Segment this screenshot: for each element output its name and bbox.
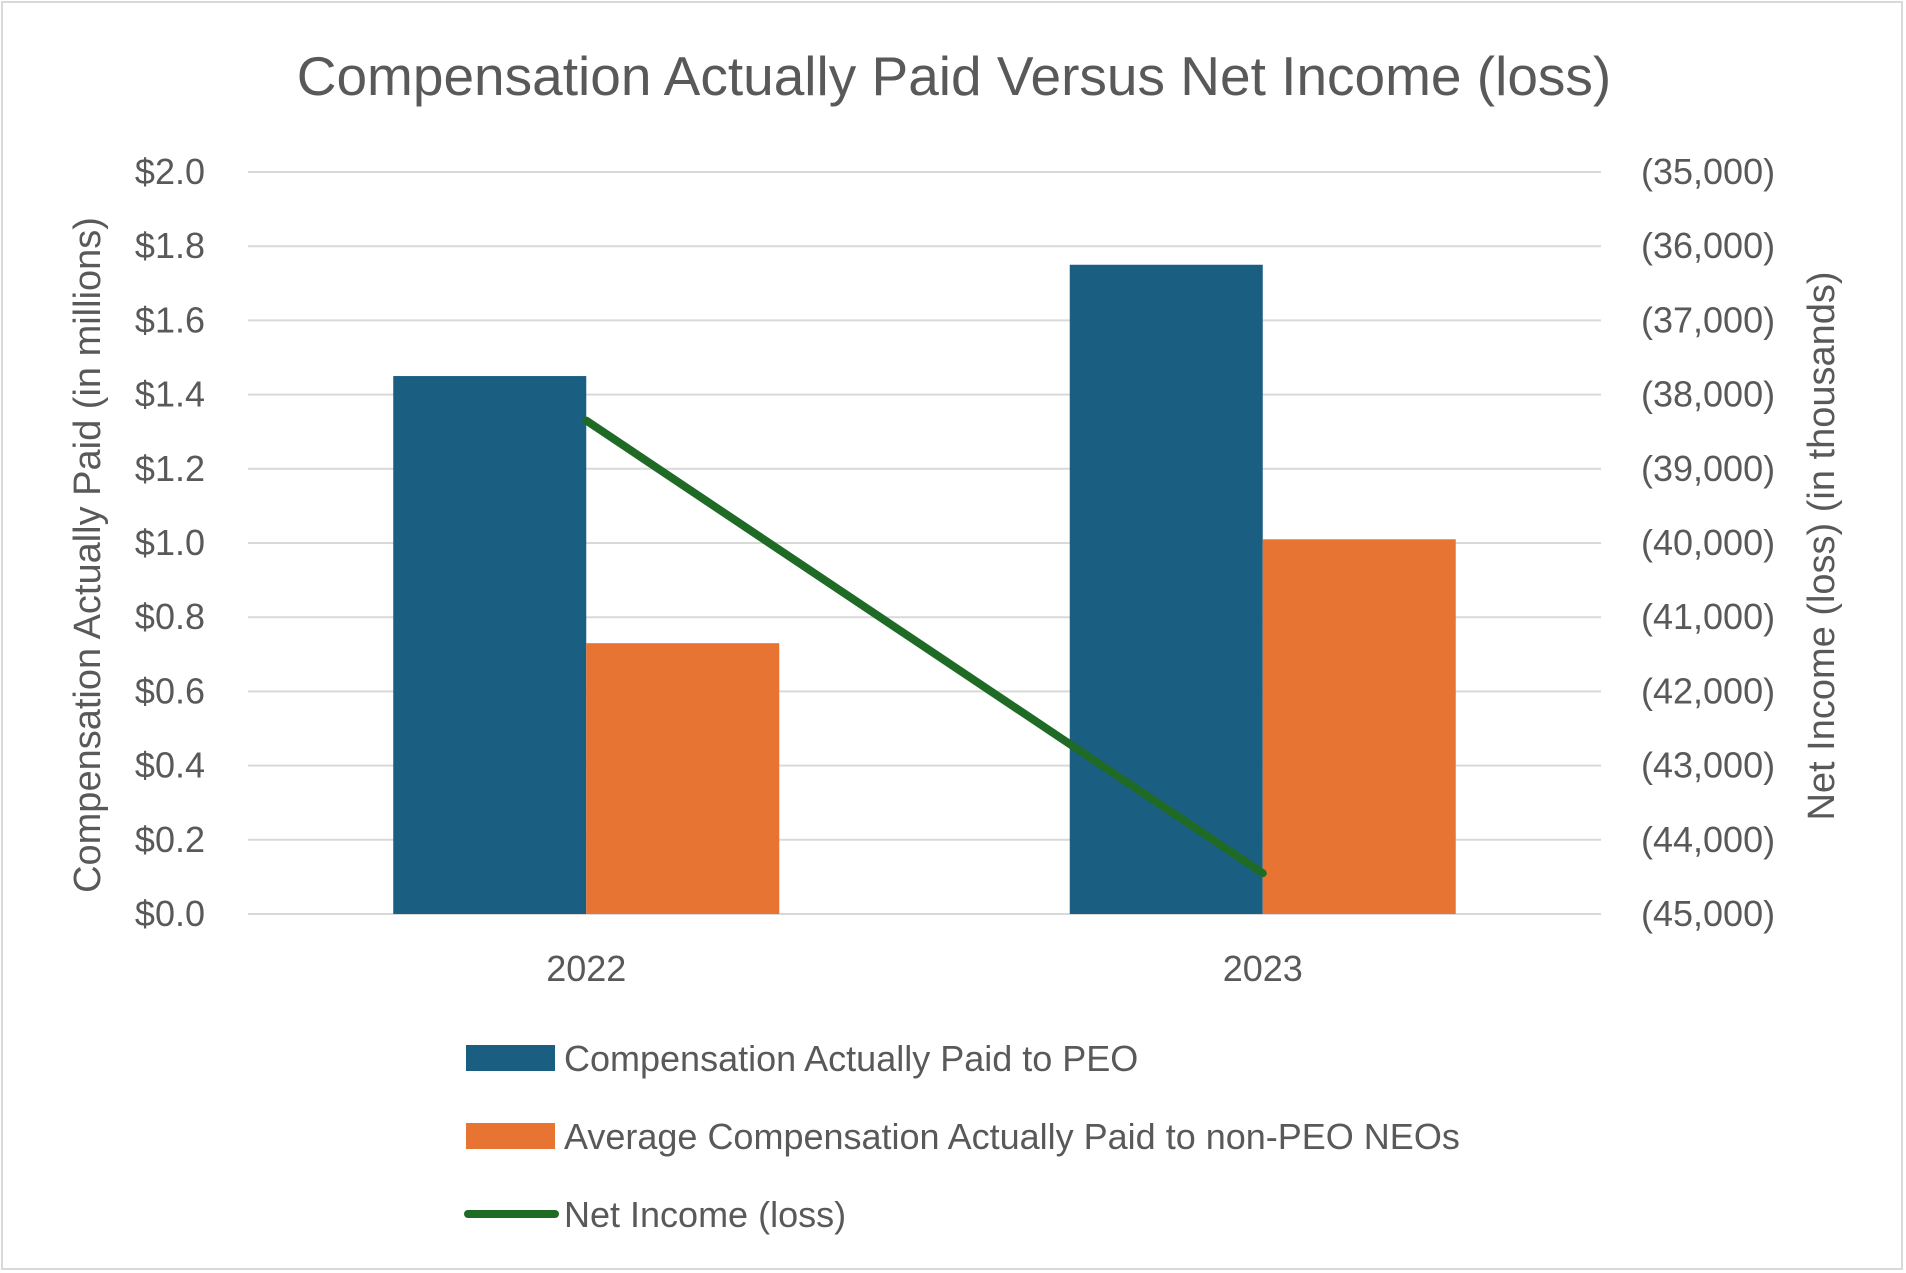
chart-title: Compensation Actually Paid Versus Net In… (297, 45, 1612, 107)
bar-non-peo-2022 (586, 643, 780, 914)
right-tick-label: (42,000) (1641, 670, 1775, 711)
right-tick-label: (45,000) (1641, 893, 1775, 934)
left-tick-label: $1.8 (135, 225, 205, 266)
chart-canvas: Compensation Actually Paid Versus Net In… (67, 45, 1843, 1235)
right-tick-label: (36,000) (1641, 225, 1775, 266)
legend: Compensation Actually Paid to PEO Averag… (464, 1038, 1460, 1235)
bar-peo-2022 (393, 376, 587, 914)
right-tick-label: (35,000) (1641, 151, 1775, 192)
x-axis-ticks: 2022 2023 (546, 948, 1303, 989)
right-axis-title: Net Income (loss) (in thousands) (1801, 271, 1843, 820)
right-tick-label: (39,000) (1641, 448, 1775, 489)
left-tick-label: $1.4 (135, 374, 205, 415)
left-axis-ticks: $0.0 $0.2 $0.4 $0.6 $0.8 $1.0 $1.2 $1.4 $1.6 $1.8… (135, 151, 205, 934)
right-tick-label: (38,000) (1641, 374, 1775, 415)
left-tick-label: $0.2 (135, 819, 205, 860)
right-tick-label: (44,000) (1641, 819, 1775, 860)
net-income-line-group (582, 416, 1267, 878)
bar-non-peo-2023 (1262, 539, 1456, 914)
legend-swatch-peo (466, 1045, 555, 1071)
left-axis-title: Compensation Actually Paid (in millions) (67, 217, 109, 893)
right-tick-label: (40,000) (1641, 522, 1775, 563)
right-tick-label: (43,000) (1641, 745, 1775, 786)
left-tick-label: $1.0 (135, 522, 205, 563)
legend-label-non-peo: Average Compensation Actually Paid to no… (564, 1116, 1460, 1157)
legend-label-net-income: Net Income (loss) (564, 1194, 846, 1235)
legend-label-peo: Compensation Actually Paid to PEO (564, 1038, 1138, 1079)
left-tick-label: $0.8 (135, 596, 205, 637)
left-tick-label: $2.0 (135, 151, 205, 192)
x-tick-label: 2022 (546, 948, 626, 989)
left-tick-label: $0.4 (135, 745, 205, 786)
left-tick-label: $0.0 (135, 893, 205, 934)
bars (393, 264, 1456, 914)
right-tick-label: (41,000) (1641, 596, 1775, 637)
right-axis-ticks: (45,000) (44,000) (43,000) (42,000) (41,000)… (1641, 151, 1775, 934)
left-tick-label: $1.2 (135, 448, 205, 489)
legend-swatch-non-peo (466, 1123, 555, 1149)
bar-peo-2023 (1069, 264, 1263, 914)
x-tick-label: 2023 (1223, 948, 1303, 989)
left-tick-label: $1.6 (135, 299, 205, 340)
net-income-line (582, 416, 1267, 878)
left-tick-label: $0.6 (135, 670, 205, 711)
right-tick-label: (37,000) (1641, 299, 1775, 340)
